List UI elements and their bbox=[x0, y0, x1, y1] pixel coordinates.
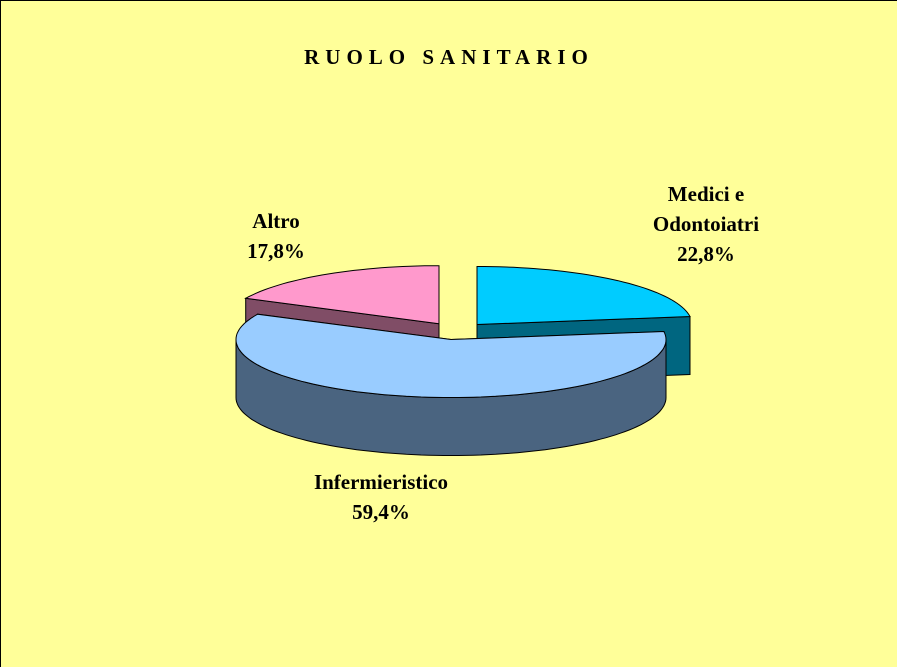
pie-slice bbox=[476, 266, 691, 326]
category-label: Altro bbox=[252, 209, 300, 233]
value-label: 17,8% bbox=[247, 239, 305, 263]
pie-slice bbox=[244, 265, 440, 325]
category-label: Infermieristico bbox=[313, 470, 449, 494]
slice-label: Medici e Odontoiatri 22,8% bbox=[641, 179, 771, 269]
category-label: Medici e Odontoiatri bbox=[652, 182, 760, 236]
slice-label: Infermieristico 59,4% bbox=[281, 467, 481, 527]
slice-label: Altro 17,8% bbox=[201, 206, 351, 266]
chart-title: RUOLO SANITARIO bbox=[304, 45, 594, 69]
pie-slice bbox=[235, 313, 667, 398]
value-label: 22,8% bbox=[677, 242, 735, 266]
value-label: 59,4% bbox=[352, 500, 410, 524]
